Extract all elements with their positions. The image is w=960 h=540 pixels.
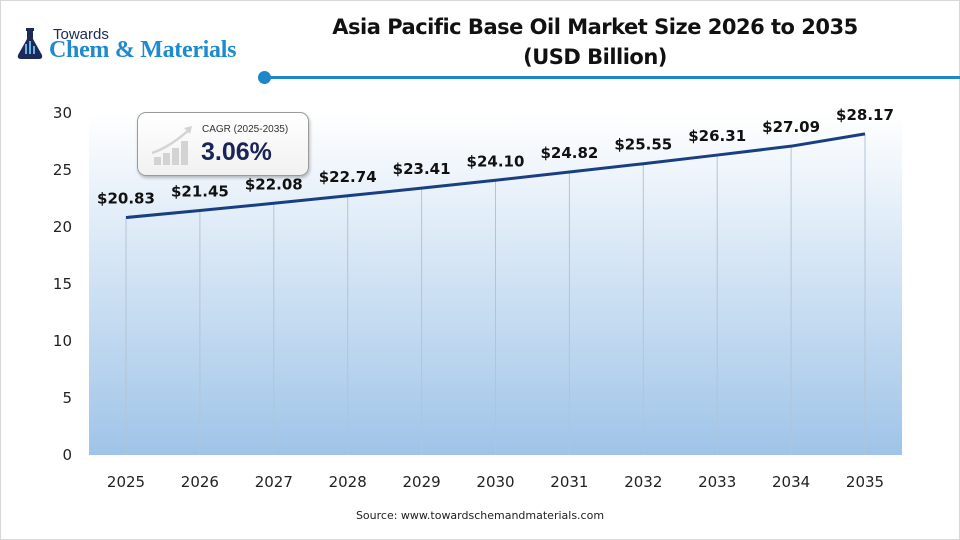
data-label: $25.55 xyxy=(614,136,672,154)
x-tick-label: 2030 xyxy=(476,473,514,491)
brand-name-big: Chem & Materials xyxy=(49,37,237,63)
x-tick-label: 2034 xyxy=(772,473,810,491)
data-label: $24.82 xyxy=(540,144,598,162)
x-tick-label: 2032 xyxy=(624,473,662,491)
data-label: $23.41 xyxy=(393,160,451,178)
brand-logo: Towards Chem & Materials xyxy=(17,24,257,64)
y-tick-label: 30 xyxy=(53,104,72,122)
x-tick-label: 2026 xyxy=(181,473,219,491)
brand-name-small: Towards xyxy=(53,26,109,43)
cagr-value: 3.06% xyxy=(201,138,272,166)
cagr-callout: CAGR (2025-2035) 3.06% xyxy=(137,112,309,176)
y-tick-label: 5 xyxy=(62,389,72,407)
data-label: $22.08 xyxy=(245,175,303,193)
chart-title-line2: (USD Billion) xyxy=(523,45,667,69)
y-tick-label: 15 xyxy=(53,275,72,293)
data-line xyxy=(125,132,866,220)
y-tick-label: 25 xyxy=(53,161,72,179)
x-tick-label: 2028 xyxy=(329,473,367,491)
flask-icon xyxy=(17,28,43,59)
gridlines xyxy=(125,133,866,455)
cagr-label: CAGR (2025-2035) xyxy=(202,124,289,135)
growth-chart-icon xyxy=(151,126,192,165)
y-tick-label: 10 xyxy=(53,332,72,350)
data-label: $28.17 xyxy=(836,106,894,124)
title-underline-dot xyxy=(258,71,271,84)
x-tick-label: 2029 xyxy=(403,473,441,491)
y-tick-label: 0 xyxy=(62,446,72,464)
title-underline xyxy=(266,76,960,79)
source-note: Source: www.towardschemandmaterials.com xyxy=(355,509,605,522)
x-axis: 2025 2026 2027 2028 2029 2030 2031 2032 2033 2034… xyxy=(107,473,884,491)
chart-title: Asia Pacific Base Oil Market Size 2026 t… xyxy=(300,12,890,72)
x-tick-label: 2033 xyxy=(698,473,736,491)
y-axis: 0 5 10 15 20 25 30 xyxy=(53,104,72,464)
y-tick-label: 20 xyxy=(53,218,72,236)
data-label: $21.45 xyxy=(171,182,229,200)
data-label: $20.83 xyxy=(97,190,155,208)
data-label: $22.74 xyxy=(319,168,377,186)
data-label: $26.31 xyxy=(688,127,746,145)
x-tick-label: 2035 xyxy=(846,473,884,491)
data-label: $27.09 xyxy=(762,118,820,136)
x-tick-label: 2031 xyxy=(550,473,588,491)
x-tick-label: 2027 xyxy=(255,473,293,491)
data-label: $24.10 xyxy=(467,152,525,170)
data-labels: $20.83 $21.45 $22.08 $22.74 $23.41 $24.10 $24.… xyxy=(97,106,894,208)
chart-title-line1: Asia Pacific Base Oil Market Size 2026 t… xyxy=(332,15,858,39)
x-tick-label: 2025 xyxy=(107,473,145,491)
